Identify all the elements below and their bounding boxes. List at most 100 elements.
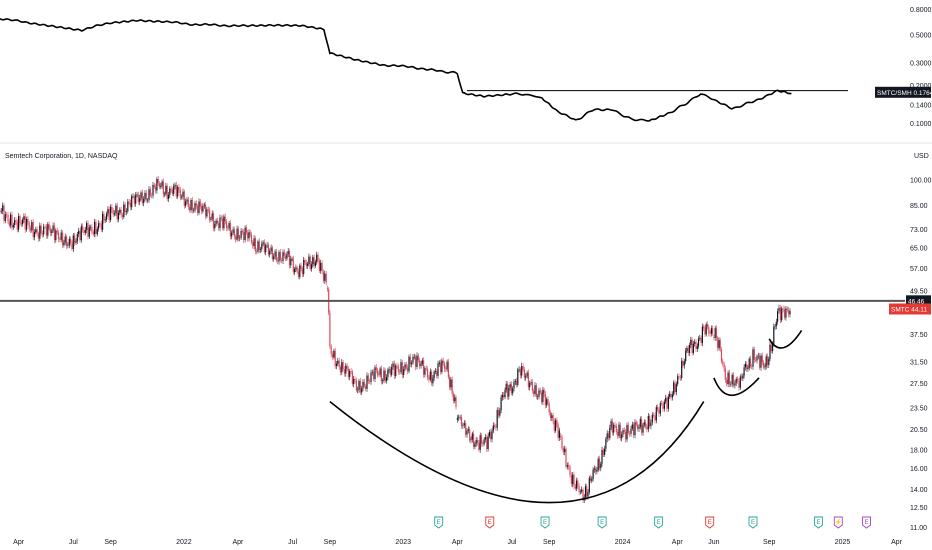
x-tick-0: Apr [13, 539, 25, 546]
candle-body-461 [605, 439, 607, 449]
candle-body-288 [379, 368, 381, 375]
candle-body-246 [324, 273, 326, 281]
candle-body-537 [705, 324, 707, 335]
candle-body-443 [582, 489, 584, 501]
candle-body-393 [517, 369, 519, 385]
candle-body-226 [297, 271, 300, 277]
candle-body-304 [400, 362, 402, 372]
price-y-tick-16: 11.00 [910, 525, 927, 532]
candle-body-261 [343, 369, 346, 374]
candle-body-452 [593, 468, 595, 470]
candle-body-484 [635, 422, 637, 425]
candle-body-577 [757, 355, 759, 357]
candle-body-435 [572, 474, 574, 485]
candle-body-330 [434, 371, 436, 372]
candle-body-389 [512, 388, 514, 394]
candle-body-394 [518, 369, 520, 370]
candle-body-144 [190, 200, 192, 211]
candle-body-15 [19, 216, 21, 223]
candle-body-308 [405, 364, 407, 368]
candle-body-214 [282, 252, 284, 261]
candle-body-183 [241, 230, 243, 233]
price-y-tick-15: 12.50 [910, 505, 928, 512]
x-tick-3: 2022 [176, 539, 192, 546]
candle-body-534 [701, 326, 703, 343]
candle-body-138 [182, 191, 184, 197]
candle-body-375 [494, 425, 496, 427]
candle-body-173 [228, 223, 230, 229]
candle-body-62 [82, 226, 84, 230]
candle-body-296 [389, 369, 391, 375]
ratio-y-tick-4: 0.1400 [910, 102, 932, 109]
candle-body-518 [681, 360, 683, 378]
candle-body-217 [286, 254, 288, 259]
candle-body-320 [421, 360, 423, 364]
candle-body-171 [225, 221, 228, 228]
candle-body-166 [219, 217, 221, 229]
candle-body-7 [8, 221, 10, 226]
candle-body-218 [287, 251, 289, 255]
candle-body-336 [442, 360, 444, 364]
candle-body-439 [577, 480, 579, 487]
candle-body-200 [263, 242, 265, 253]
candle-body-99 [131, 196, 133, 208]
candle-body-348 [458, 417, 460, 419]
currency-label[interactable]: USD [914, 153, 929, 160]
candle-body-515 [677, 376, 679, 385]
candle-body-172 [227, 228, 229, 229]
candle-body-316 [416, 355, 418, 367]
candle-body-585 [768, 358, 770, 365]
candle-body-398 [523, 369, 525, 378]
candle-body-455 [597, 458, 599, 470]
candle-body-136 [179, 189, 181, 198]
candle-body-542 [712, 328, 714, 334]
candle-body-371 [488, 432, 490, 437]
candle-body-189 [249, 232, 251, 235]
candle-body-388 [510, 384, 512, 394]
time-axis[interactable]: Apr Jul Sep 2022 Apr Jul Sep 2023 Apr Jul Sep 2024 A… [13, 539, 903, 546]
candle-body-421 [553, 421, 555, 431]
candle-body-338 [445, 368, 447, 370]
candle-body-456 [598, 458, 601, 469]
candle-body-533 [700, 337, 702, 343]
candle-body-540 [709, 333, 711, 334]
candle-body-411 [541, 392, 543, 403]
candle-body-580 [761, 355, 763, 363]
candle-body-425 [558, 430, 560, 438]
last-price-badge [889, 303, 931, 315]
candle-body-129 [170, 188, 172, 191]
candle-body-382 [503, 394, 505, 398]
candle-body-0 [0, 210, 1, 212]
candle-body-431 [566, 465, 568, 467]
candle-body-170 [224, 216, 226, 222]
candle-body-278 [366, 375, 368, 389]
candle-body-255 [335, 363, 338, 367]
candle-body-314 [413, 356, 415, 358]
candle-body-50 [66, 236, 68, 247]
ratio-y-tick-1: 0.5000 [910, 33, 932, 40]
candle-body-67 [88, 227, 90, 237]
x-tick-10: Sep [543, 539, 556, 546]
candle-body-347 [456, 418, 458, 420]
candle-body-373 [491, 430, 493, 440]
candle-body-349 [459, 416, 461, 418]
candle-body-423 [556, 420, 558, 425]
events-row: E E E E E E E E ⚡ E [434, 516, 871, 529]
candle-body-473 [621, 434, 623, 439]
candle-body-503 [661, 403, 663, 404]
candle-body-280 [369, 381, 371, 382]
candle-body-215 [283, 252, 285, 256]
candle-body-198 [261, 243, 263, 249]
candle-body-474 [622, 430, 624, 435]
price-y-tick-7: 37.50 [910, 332, 928, 339]
candle-body-303 [399, 371, 401, 373]
candle-body-39 [51, 230, 53, 233]
candle-body-441 [579, 491, 581, 493]
candle-body-83 [110, 206, 112, 221]
candle-body-597 [783, 309, 786, 318]
candle-body-114 [151, 195, 153, 197]
candle-body-55 [72, 235, 74, 249]
event-label-9: E [865, 520, 869, 526]
price-y-tick-12: 18.00 [910, 448, 928, 455]
candle-body-151 [199, 201, 201, 207]
